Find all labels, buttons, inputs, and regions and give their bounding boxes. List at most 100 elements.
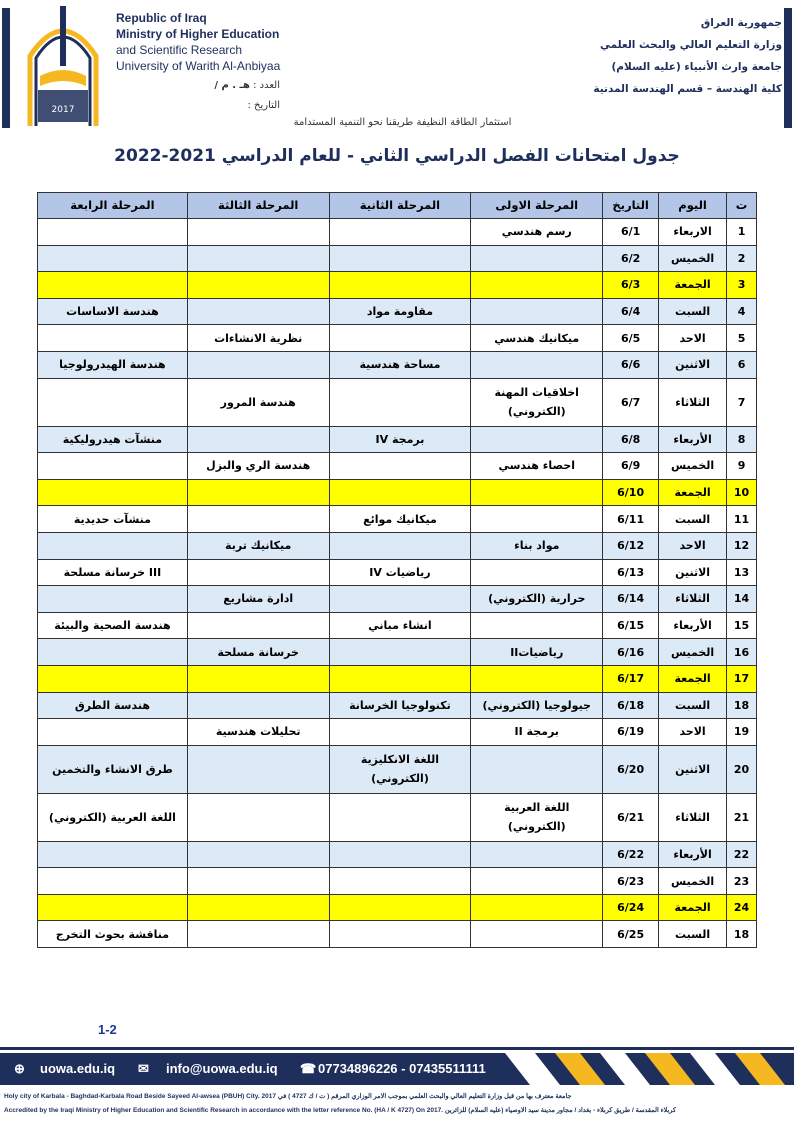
table-cell: 6/13 — [602, 558, 660, 587]
table-cell — [470, 478, 604, 507]
table-row: 1 الاربعاء 6/1 رسم هندسي — [37, 218, 757, 246]
arabic-header: جمهورية العراق وزارة التعليم العالي والب… — [593, 12, 782, 100]
svg-text:2017: 2017 — [52, 105, 75, 115]
table-row: 13 الاثنين 6/13 رياضيات IV III خرسانة مسلحة — [37, 558, 757, 587]
table-cell: الخميس — [658, 867, 728, 895]
table-cell — [470, 425, 604, 454]
table-cell — [37, 585, 188, 613]
table-cell — [328, 792, 472, 842]
table-row: 16 الخميس 6/16 رياضياتII خرسانة مسلحة — [37, 638, 757, 666]
table-cell — [470, 840, 604, 869]
ar-line: كلية الهندسة – قسم الهندسة المدنية — [593, 83, 782, 95]
table-cell: 11 — [726, 505, 757, 533]
table-cell — [470, 505, 604, 533]
table-cell: رياضياتII — [470, 638, 604, 666]
table-row: 23 الخميس 6/23 — [37, 867, 757, 895]
ar-line: جامعة وارث الأنبياء (عليه السلام) — [611, 61, 783, 73]
table-cell: الأربعاء — [658, 611, 728, 640]
table-cell: 6 — [726, 350, 757, 379]
column-header: المرحلة الرابعة — [37, 192, 188, 219]
footer-address: Holy city of Karbala - Baghdad-Karbala R… — [4, 1093, 572, 1100]
table-cell — [470, 920, 604, 949]
table-cell: اللغة العربية (الكتروني) — [37, 792, 188, 842]
table-row: 9 الخميس 6/9 احصاء هندسي هندسة الري والبزل — [37, 452, 757, 480]
table-cell — [328, 840, 472, 869]
table-cell: الاثنين — [658, 558, 728, 587]
table-row: 19 الاحد 6/19 برمجة II تحليلات هندسية — [37, 718, 757, 746]
table-cell — [186, 244, 330, 273]
table-cell: ادارة مشاريع — [186, 585, 330, 613]
table-cell: 2 — [726, 244, 757, 273]
table-cell: 3 — [726, 271, 757, 299]
table-cell — [37, 377, 188, 427]
table-cell: انشاء مباني — [328, 611, 472, 640]
contact-band: ⊕ uowa.edu.iq ✉ info@uowa.edu.iq ☎ 07734… — [0, 1053, 794, 1085]
table-cell — [37, 218, 188, 246]
table-cell: 23 — [726, 867, 757, 895]
decorative-stripes — [505, 1053, 785, 1085]
table-cell: 6/16 — [602, 638, 660, 666]
table-cell: 6/3 — [602, 271, 660, 299]
table-row: 7 الثلاثاء 6/7 اخلاقيات المهنة (الكتروني) هن… — [37, 377, 757, 427]
table-row: 2 الخميس 6/2 — [37, 244, 757, 273]
english-header: Republic of Iraq Ministry of Higher Educ… — [116, 10, 280, 74]
table-cell: 22 — [726, 840, 757, 869]
table-cell — [328, 244, 472, 273]
table-cell: اللغة الانكليزية (الكتروني) — [328, 744, 472, 794]
table-cell: الاحد — [658, 718, 728, 746]
table-row: 10 الجمعة 6/10 — [37, 478, 757, 507]
column-header: ت — [726, 192, 757, 219]
table-cell — [328, 893, 472, 922]
table-cell: 24 — [726, 893, 757, 922]
table-cell: 18 — [726, 691, 757, 720]
table-cell — [186, 271, 330, 299]
table-cell: الاحد — [658, 324, 728, 352]
table-cell: رسم هندسي — [470, 218, 604, 246]
exam-schedule-table: ت اليوم التاريخ المرحلة الاولى المرحلة الثان… — [37, 192, 757, 949]
table-cell — [186, 218, 330, 246]
table-row: 20 الاثنين 6/20 اللغة الانكليزية (الكتروني)… — [37, 744, 757, 794]
table-cell — [328, 377, 472, 427]
phone-number: 07734896226 - 07435511111 — [318, 1061, 486, 1076]
ar-line: جمهورية العراق — [700, 17, 782, 29]
table-cell: 6/1 — [602, 218, 660, 246]
table-cell: نظرية الانشاءات — [186, 324, 330, 352]
table-cell: الاثنين — [658, 350, 728, 379]
table-row: 3 الجمعة 6/3 — [37, 271, 757, 299]
table-cell: ميكانيك هندسي — [470, 324, 604, 352]
table-cell: 19 — [726, 718, 757, 746]
table-cell: 6/6 — [602, 350, 660, 379]
table-cell: 6/18 — [602, 691, 660, 720]
table-cell: 6/9 — [602, 452, 660, 480]
table-cell — [328, 452, 472, 480]
table-cell: III خرسانة مسلحة — [37, 558, 188, 587]
table-cell: 9 — [726, 452, 757, 480]
table-cell — [470, 893, 604, 922]
table-cell: الثلاثاء — [658, 792, 728, 842]
en-line: and Scientific Research — [116, 43, 243, 57]
table-cell: السبت — [658, 920, 728, 949]
table-cell: احصاء هندسي — [470, 452, 604, 480]
table-cell: مواد بناء — [470, 531, 604, 560]
right-border-bar — [784, 8, 792, 128]
table-cell: هندسة الصحية والبيئة — [37, 611, 188, 640]
table-cell: 6/14 — [602, 585, 660, 613]
column-header: المرحلة الثالثة — [186, 192, 330, 219]
table-row: 14 الثلاثاء 6/14 حرارية (الكتروني) ادارة مشا… — [37, 585, 757, 613]
table-cell: الأربعاء — [658, 425, 728, 454]
table-cell: 4 — [726, 297, 757, 326]
table-cell — [37, 531, 188, 560]
table-cell: 7 — [726, 377, 757, 427]
date-label: التاريخ : — [247, 100, 280, 111]
table-cell: 10 — [726, 478, 757, 507]
table-cell — [186, 867, 330, 895]
table-cell — [328, 324, 472, 352]
table-cell: خرسانة مسلحة — [186, 638, 330, 666]
table-cell: جيولوجيا (الكتروني) — [470, 691, 604, 720]
table-cell: طرق الانشاء والتخمين — [37, 744, 188, 794]
email-link[interactable]: info@uowa.edu.iq — [166, 1061, 278, 1076]
website-link[interactable]: uowa.edu.iq — [40, 1061, 116, 1076]
table-cell — [470, 744, 604, 794]
table-row: 22 الأربعاء 6/22 — [37, 840, 757, 869]
table-cell: هندسة الري والبزل — [186, 452, 330, 480]
